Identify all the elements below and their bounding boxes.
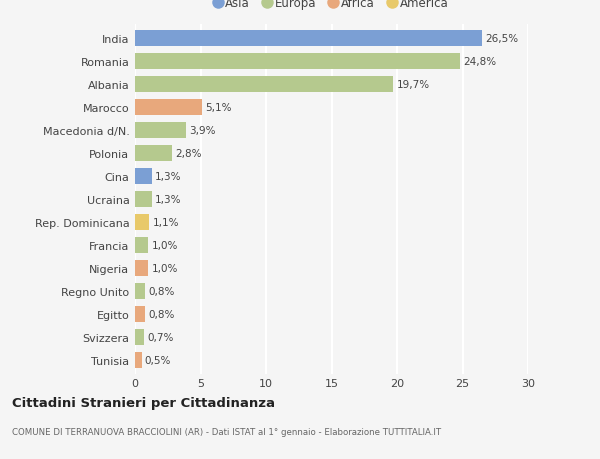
Text: 3,9%: 3,9% [190,126,216,136]
Bar [135,307,145,322]
Bar [135,100,202,116]
Text: 1,0%: 1,0% [151,241,178,251]
Bar [135,238,148,253]
Text: 26,5%: 26,5% [485,34,518,44]
Text: 1,1%: 1,1% [152,218,179,228]
Text: 24,8%: 24,8% [463,57,496,67]
Bar [135,31,482,47]
Text: 0,5%: 0,5% [145,355,171,365]
Bar [135,146,172,162]
Legend: Asia, Europa, Africa, America: Asia, Europa, Africa, America [212,0,451,12]
Bar [135,192,152,207]
Bar [135,330,144,345]
Text: 1,3%: 1,3% [155,195,182,205]
Text: 5,1%: 5,1% [205,103,232,113]
Bar [135,169,152,185]
Bar [135,123,186,139]
Text: 1,0%: 1,0% [151,263,178,274]
Text: 0,7%: 0,7% [148,332,174,342]
Text: Cittadini Stranieri per Cittadinanza: Cittadini Stranieri per Cittadinanza [12,396,275,409]
Text: 2,8%: 2,8% [175,149,202,159]
Bar [135,77,393,93]
Bar [135,284,145,299]
Bar [135,353,142,368]
Text: 1,3%: 1,3% [155,172,182,182]
Bar [135,261,148,276]
Text: COMUNE DI TERRANUOVA BRACCIOLINI (AR) - Dati ISTAT al 1° gennaio - Elaborazione : COMUNE DI TERRANUOVA BRACCIOLINI (AR) - … [12,427,441,436]
Text: 0,8%: 0,8% [149,286,175,297]
Bar [135,215,149,230]
Text: 0,8%: 0,8% [149,309,175,319]
Text: 19,7%: 19,7% [397,80,430,90]
Bar [135,54,460,70]
